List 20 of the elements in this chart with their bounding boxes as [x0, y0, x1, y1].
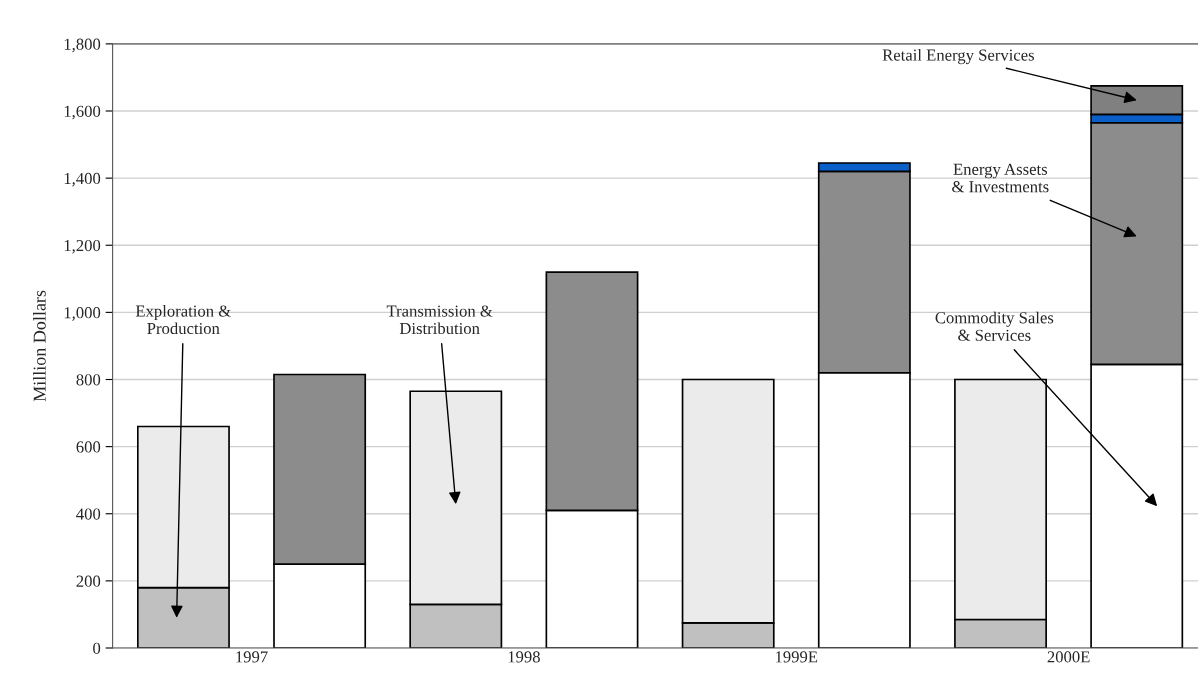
x-tick-label: 1999E [775, 651, 818, 663]
y-tick-label: 0 [93, 642, 101, 654]
y-tick-label: 400 [76, 508, 101, 520]
x-tick-label: 2000E [1047, 651, 1090, 663]
text: Commodity Sales & Services [935, 311, 1054, 341]
x-tick-label: 1997 [236, 651, 268, 663]
y-tick-label: 1,200 [64, 239, 101, 254]
y-axis-title: Million Dollars [33, 290, 46, 402]
y-tick-label: 1,800 [64, 38, 101, 53]
text: Exploration & Production [135, 304, 231, 335]
y-tick-label: 1,600 [64, 105, 101, 120]
text: Transmission & Distribution [386, 305, 493, 335]
y-tick-label: 1,000 [64, 307, 101, 321]
y-tick-label: 800 [76, 374, 101, 386]
text: Retail Energy Services [882, 48, 1035, 65]
y-tick-label: 200 [76, 575, 101, 587]
x-tick-label: 1998 [508, 651, 540, 663]
y-tick-label: 1,400 [64, 172, 101, 187]
text: Energy Assets & Investments [952, 163, 1049, 193]
y-tick-label: 600 [76, 441, 101, 453]
